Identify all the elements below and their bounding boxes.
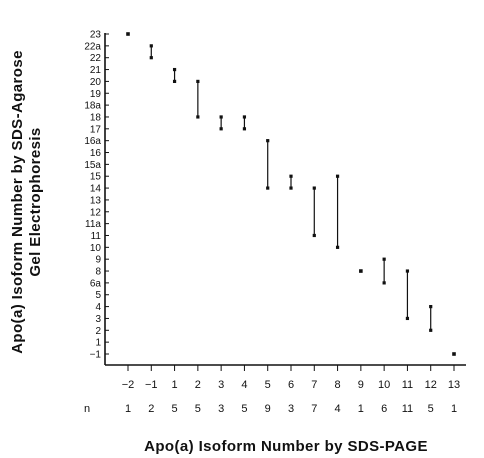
x-ticks: −2 1 −1 2 1 5 2 5 3 3 4 5 5 9 6 3 7 7 8 4 9 1 10 6 11 11 12 5 13 1 [122, 365, 460, 415]
range-high-marker [335, 174, 340, 178]
range-high-marker [219, 115, 223, 119]
y-tick-label: 9 [95, 255, 101, 266]
y-axis-title-line2: Gel Electrophoresis [27, 127, 44, 276]
n-count-label: 5 [241, 403, 247, 415]
range-low-marker [242, 127, 247, 131]
range-low-marker [172, 79, 177, 84]
range-low-marker [196, 115, 200, 119]
x-tick-label: 3 [218, 379, 224, 391]
y-tick-label: 6a [90, 278, 102, 289]
y-tick-label: 1 [95, 338, 101, 349]
n-count-label: 3 [218, 403, 224, 415]
y-tick-label: 14 [90, 184, 102, 195]
x-tick-label: 1 [172, 379, 178, 391]
n-count-label: 9 [265, 403, 271, 415]
range-low-marker [382, 281, 386, 285]
n-count-label: 1 [125, 403, 131, 415]
x-tick-label: 4 [241, 379, 247, 391]
y-tick-label: 16a [84, 136, 101, 147]
range-high-marker [289, 174, 293, 178]
y-tick-label: 4 [95, 302, 101, 313]
y-tick-label: 21 [90, 65, 102, 76]
y-tick-label: 10 [90, 243, 102, 254]
y-tick-label: 22 [90, 53, 102, 64]
n-count-label: 7 [311, 403, 317, 415]
range-low-marker [429, 328, 433, 332]
range-high-marker [172, 67, 177, 72]
range-high-marker [149, 44, 153, 48]
x-tick-label: 13 [448, 379, 460, 391]
x-tick-label: 6 [288, 379, 294, 391]
x-tick-label: 8 [335, 379, 341, 391]
y-tick-label: 16 [90, 148, 102, 159]
y-axis-title: Apo(a) Isoform Number by SDS-Agarose Gel… [9, 50, 44, 354]
y-tick-label: 17 [90, 124, 102, 135]
y-tick-label: 15a [84, 160, 101, 171]
range-marks [126, 32, 456, 356]
y-axis-title-line1: Apo(a) Isoform Number by SDS-Agarose [9, 50, 26, 354]
range-high-marker [196, 79, 200, 84]
y-tick-label: 3 [95, 314, 101, 325]
y-tick-label: 11 [91, 231, 102, 242]
y-tick-label: 18a [84, 101, 101, 112]
point-marker [126, 32, 130, 36]
x-tick-label: 5 [265, 379, 271, 391]
n-count-label: 5 [195, 403, 201, 415]
y-tick-label: 5 [95, 290, 101, 301]
n-count-label: 1 [451, 403, 457, 415]
point-marker [359, 269, 363, 273]
x-tick-label: −2 [122, 379, 135, 391]
range-high-marker [382, 257, 386, 261]
range-high-marker [312, 186, 316, 190]
y-tick-label: 23 [90, 30, 102, 41]
range-low-marker [289, 186, 293, 190]
range-high-marker [266, 139, 270, 143]
range-low-marker [335, 245, 340, 249]
n-count-label: 5 [172, 403, 178, 415]
range-low-marker [149, 56, 153, 60]
x-tick-label: 9 [358, 379, 364, 391]
y-ticks: −1123456a89101111a1213141515a1616a171818… [84, 30, 109, 361]
y-tick-label: 12 [90, 207, 102, 218]
n-count-label: 5 [428, 403, 434, 415]
n-count-label: 4 [335, 403, 341, 415]
n-count-label: 2 [148, 403, 154, 415]
y-tick-label: 15 [90, 172, 102, 183]
y-tick-label: 11a [85, 219, 101, 230]
y-tick-label: 13 [90, 195, 102, 206]
n-count-label: 1 [358, 403, 364, 415]
x-tick-label: 11 [402, 379, 413, 391]
range-low-marker [266, 186, 270, 190]
x-tick-label: 12 [425, 379, 437, 391]
y-tick-label: 19 [90, 89, 102, 100]
range-low-marker [405, 316, 410, 321]
x-tick-label: 10 [378, 379, 390, 391]
n-count-label: 3 [288, 403, 294, 415]
x-tick-label: −1 [145, 379, 158, 391]
y-tick-label: 22a [84, 41, 101, 52]
n-count-label: 6 [381, 403, 387, 415]
range-low-marker [312, 233, 316, 238]
y-tick-label: 20 [90, 77, 102, 88]
range-high-marker [405, 269, 410, 273]
n-row-label: n [84, 403, 90, 415]
point-marker [452, 352, 456, 356]
y-tick-label: 8 [95, 267, 101, 278]
y-tick-label: −1 [90, 350, 102, 361]
x-tick-label: 2 [195, 379, 201, 391]
n-count-label: 11 [402, 403, 413, 415]
x-axis-title: Apo(a) Isoform Number by SDS-PAGE [144, 438, 428, 455]
x-tick-label: 7 [311, 379, 317, 391]
range-high-marker [242, 115, 247, 119]
range-high-marker [429, 304, 433, 309]
y-tick-label: 18 [90, 112, 102, 123]
y-tick-label: 2 [95, 326, 101, 337]
range-low-marker [219, 127, 223, 131]
